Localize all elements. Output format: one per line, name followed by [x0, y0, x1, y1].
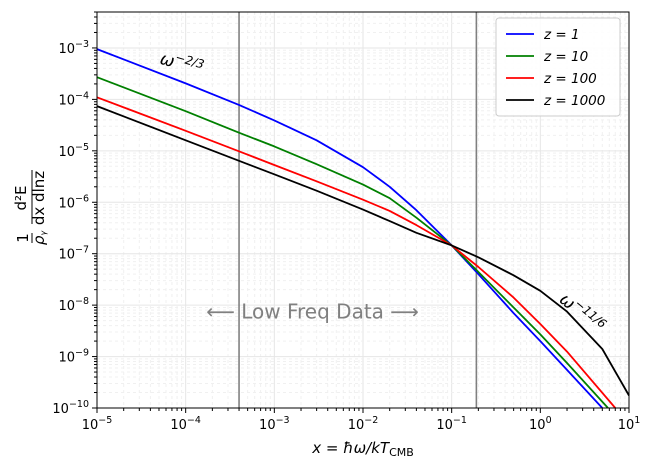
y-axis-label-pre: 1 — [14, 233, 32, 243]
y-tick-label: 10−4 — [58, 90, 89, 108]
data-range-lines — [238, 12, 478, 408]
y-axis-label-num: d²E — [12, 185, 30, 210]
series-line-3 — [96, 96, 616, 409]
series-lines — [96, 48, 630, 409]
y-axis-label-den-post: dx dlnz — [30, 171, 48, 225]
series-line-4 — [96, 105, 630, 396]
legend-label-3: z = 100 — [543, 71, 597, 87]
y-tick-label: 10−9 — [58, 348, 89, 366]
x-axis-label: x = ħω/kTCMB — [311, 439, 414, 459]
x-tick-label: 10−4 — [170, 415, 201, 433]
x-tick-label: 10−5 — [82, 415, 113, 433]
y-tick-label: 10−10 — [52, 399, 89, 417]
y-tick-label: 10−8 — [58, 296, 89, 314]
low-freq-data-label: ⟵ Low Freq Data ⟶ — [206, 299, 419, 323]
legend-label-1: z = 1 — [543, 27, 580, 43]
x-axis-label-main: x = ħω/kT — [311, 439, 391, 457]
legend: z = 1 z = 10 z = 100 z = 1000 — [495, 17, 621, 117]
y-axis-label: 1 ργ d²E dx dlnz — [12, 170, 48, 245]
legend-label-4: z = 1000 — [543, 93, 605, 109]
y-tick-label: 10−7 — [58, 245, 89, 263]
x-tick-label: 10−3 — [259, 415, 290, 433]
legend-box — [495, 17, 621, 117]
legend-label-2: z = 10 — [543, 49, 588, 65]
y-tick-label: 10−3 — [58, 39, 89, 57]
grid — [96, 11, 630, 409]
axis-ticks: 10−5 10−4 10−3 10−2 10−1 100 101 10−10 10−9 10−8 1… — [52, 11, 641, 433]
series-line-2 — [96, 76, 609, 409]
y-axis-label-den: ργ — [30, 230, 48, 246]
x-tick-label: 10−1 — [436, 415, 467, 433]
x-axis-label-sub: CMB — [389, 446, 414, 459]
x-tick-label: 101 — [618, 415, 641, 433]
y-tick-label: 10−5 — [58, 142, 89, 160]
x-tick-label: 10−2 — [348, 415, 379, 433]
y-tick-label: 10−6 — [58, 193, 89, 211]
x-tick-label: 100 — [529, 415, 552, 433]
series-line-1 — [96, 48, 603, 409]
